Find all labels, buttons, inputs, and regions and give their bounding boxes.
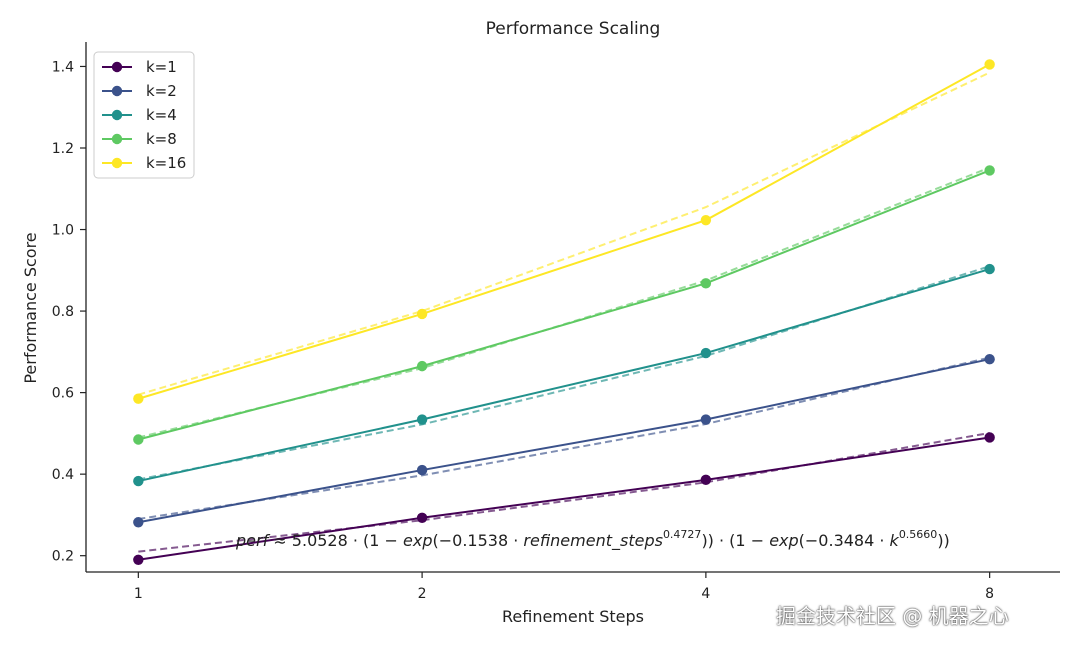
data-point-k2 — [700, 414, 712, 425]
data-point-k16 — [133, 393, 144, 404]
data-point-k4 — [133, 475, 144, 487]
legend-entry: k=1 — [146, 58, 177, 76]
data-point-k4 — [700, 347, 712, 359]
y-tick-label: 0.4 — [52, 467, 74, 483]
fit-line-k16 — [138, 71, 991, 396]
y-axis-label: Performance Score — [21, 232, 40, 383]
fit-lines — [138, 71, 991, 553]
formula-part2-close: )) — [937, 531, 949, 550]
legend: k=1 k=2 k=4 k=8 k=16 — [93, 51, 195, 179]
data-point-k16 — [984, 59, 995, 70]
formula-exp2: exp — [769, 531, 798, 550]
data-point-k4 — [984, 263, 995, 275]
x-axis-label: Refinement Steps — [502, 607, 644, 626]
series-line-k8 — [138, 169, 991, 441]
legend-entry: k=16 — [146, 154, 186, 172]
formula-exp1: exp — [403, 531, 432, 550]
series-points — [133, 59, 995, 565]
series-lines — [138, 63, 991, 561]
data-point-k2 — [984, 353, 995, 365]
formula-lhs: perf — [235, 531, 271, 550]
formula-part2-mid: (−0.3484 · — [799, 531, 890, 550]
data-point-k8 — [416, 360, 428, 372]
formula-var2: k — [890, 531, 900, 550]
legend-entry: k=8 — [146, 130, 177, 148]
formula-part1-open: · (1 − — [348, 531, 403, 550]
data-point-k1 — [133, 554, 144, 565]
axes: 0.2 0.4 0.6 0.8 1.0 1.2 1.4 1 2 4 8 — [52, 42, 1060, 602]
y-tick-label: 1.0 — [52, 223, 74, 239]
chart-title: Performance Scaling — [486, 19, 661, 39]
y-tick-label: 1.4 — [52, 59, 74, 75]
y-tick-label: 0.2 — [52, 549, 74, 565]
data-point-k8 — [133, 434, 144, 445]
data-point-k8 — [984, 165, 995, 176]
data-point-k16 — [416, 308, 428, 320]
legend-marker — [111, 109, 123, 121]
series-line-k4 — [138, 268, 990, 483]
x-tick-label: 2 — [418, 586, 427, 602]
series-line-k2 — [138, 358, 990, 524]
fit-line-k8 — [138, 166, 991, 439]
formula-pow1: 0.4727 — [663, 528, 702, 541]
formula-approx: ≈ — [268, 531, 292, 550]
data-point-k1 — [984, 432, 995, 443]
data-point-k2 — [133, 517, 144, 528]
x-tick-label: 8 — [985, 586, 994, 602]
legend-marker — [111, 85, 123, 97]
data-point-k4 — [416, 414, 428, 425]
legend-entry: k=4 — [146, 106, 177, 124]
y-tick-label: 0.6 — [52, 386, 74, 402]
fit-line-k2 — [138, 356, 990, 520]
formula-var1: refinement_steps — [523, 531, 663, 551]
watermark: 掘金技术社区 @ 机器之心 — [776, 604, 1009, 628]
formula-coef: 5.0528 — [292, 531, 348, 550]
formula-part1-close: )) · (1 − — [701, 531, 769, 550]
data-point-k2 — [416, 464, 428, 476]
series-line-k1 — [138, 436, 990, 561]
legend-frame — [93, 51, 195, 179]
formula-pow2: 0.5660 — [899, 528, 938, 541]
data-point-k16 — [700, 214, 712, 226]
series-line-k16 — [138, 63, 991, 400]
y-tick-label: 0.8 — [52, 304, 74, 320]
legend-marker — [111, 157, 123, 169]
legend-entry: k=2 — [146, 82, 177, 100]
x-tick-label: 1 — [134, 586, 143, 602]
legend-marker — [111, 61, 123, 73]
fit-line-k4 — [138, 265, 990, 481]
data-point-k8 — [700, 278, 712, 289]
fit-formula-annotation: perf ≈ 5.0528 · (1 − exp(−0.1538 · refin… — [235, 528, 950, 551]
y-tick-label: 1.2 — [52, 141, 74, 157]
formula-part1-mid: (−0.1538 · — [433, 531, 524, 550]
data-point-k1 — [700, 474, 712, 486]
data-point-k1 — [416, 512, 428, 523]
x-tick-label: 4 — [701, 586, 710, 602]
legend-marker — [111, 133, 123, 145]
fit-line-k1 — [138, 431, 990, 553]
